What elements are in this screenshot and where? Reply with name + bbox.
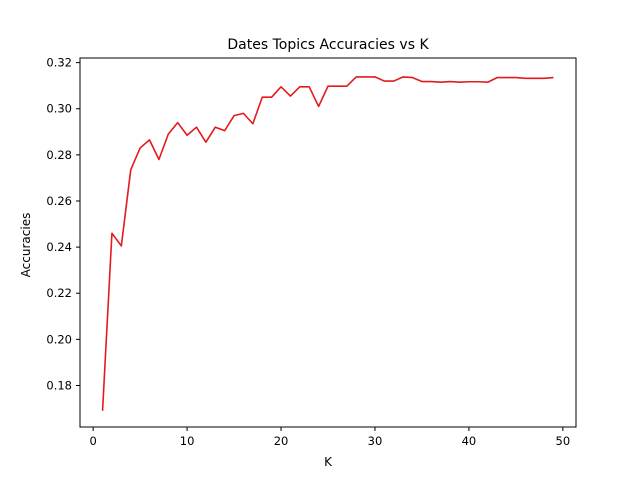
data-point	[355, 76, 357, 78]
data-point	[233, 115, 235, 117]
data-point	[214, 126, 216, 128]
data-point	[139, 147, 141, 149]
data-point	[440, 81, 442, 83]
data-point	[318, 106, 320, 108]
x-axis-label: K	[324, 455, 333, 469]
x-tick-label: 20	[274, 434, 289, 448]
y-tick-label: 0.20	[46, 332, 72, 346]
data-point	[196, 126, 198, 128]
x-tick-label: 50	[556, 434, 571, 448]
data-point	[271, 96, 273, 98]
data-point	[346, 85, 348, 87]
y-tick-label: 0.18	[46, 378, 72, 392]
y-tick-label: 0.26	[46, 194, 72, 208]
data-point	[308, 86, 310, 88]
data-point	[421, 81, 423, 83]
series-line	[101, 76, 554, 411]
y-tick-label: 0.28	[46, 148, 72, 162]
data-point	[243, 113, 245, 115]
plot-frame	[79, 57, 577, 428]
data-point	[515, 77, 517, 79]
data-point	[299, 86, 301, 88]
x-tick-label: 10	[180, 434, 195, 448]
data-point	[327, 85, 329, 87]
x-tick-label: 30	[368, 434, 383, 448]
data-point	[524, 77, 526, 79]
data-point	[121, 245, 123, 247]
data-point	[177, 122, 179, 124]
data-point	[534, 77, 536, 79]
data-point	[468, 81, 470, 83]
data-point	[384, 80, 386, 82]
data-point	[280, 86, 282, 88]
data-point	[374, 76, 376, 78]
data-point	[506, 77, 508, 79]
data-point	[478, 81, 480, 83]
x-tick-label: 0	[89, 434, 96, 448]
data-point	[496, 77, 498, 79]
data-point	[290, 95, 292, 97]
data-point	[168, 133, 170, 135]
y-axis-label: Accuracies	[19, 213, 33, 278]
data-point	[487, 81, 489, 83]
data-point	[459, 81, 461, 83]
data-point	[252, 123, 254, 125]
data-point	[149, 139, 151, 141]
data-point	[186, 134, 188, 136]
data-point	[337, 85, 339, 87]
data-point	[412, 77, 414, 79]
y-tick-label: 0.32	[46, 56, 72, 70]
data-point	[130, 169, 132, 171]
data-point	[205, 141, 207, 143]
data-point	[449, 81, 451, 83]
data-point	[102, 410, 104, 412]
data-point	[365, 76, 367, 78]
data-point	[431, 81, 433, 83]
chart-title: Dates Topics Accuracies vs K	[227, 37, 429, 53]
data-point	[543, 77, 545, 79]
y-tick-label: 0.24	[46, 240, 72, 254]
data-point	[553, 77, 555, 79]
plot-area: 0 10 20 30 40 50 0.18 0.20 0.22 0.24 0.26 0.28 0.30 0…	[46, 56, 577, 448]
y-tick-label: 0.22	[46, 286, 72, 300]
data-point	[393, 80, 395, 82]
data-point	[224, 130, 226, 132]
data-point	[158, 159, 160, 161]
y-tick-label: 0.30	[46, 102, 72, 116]
data-point	[402, 76, 404, 78]
data-point	[261, 96, 263, 98]
x-tick-label: 40	[462, 434, 477, 448]
data-point	[111, 232, 113, 234]
